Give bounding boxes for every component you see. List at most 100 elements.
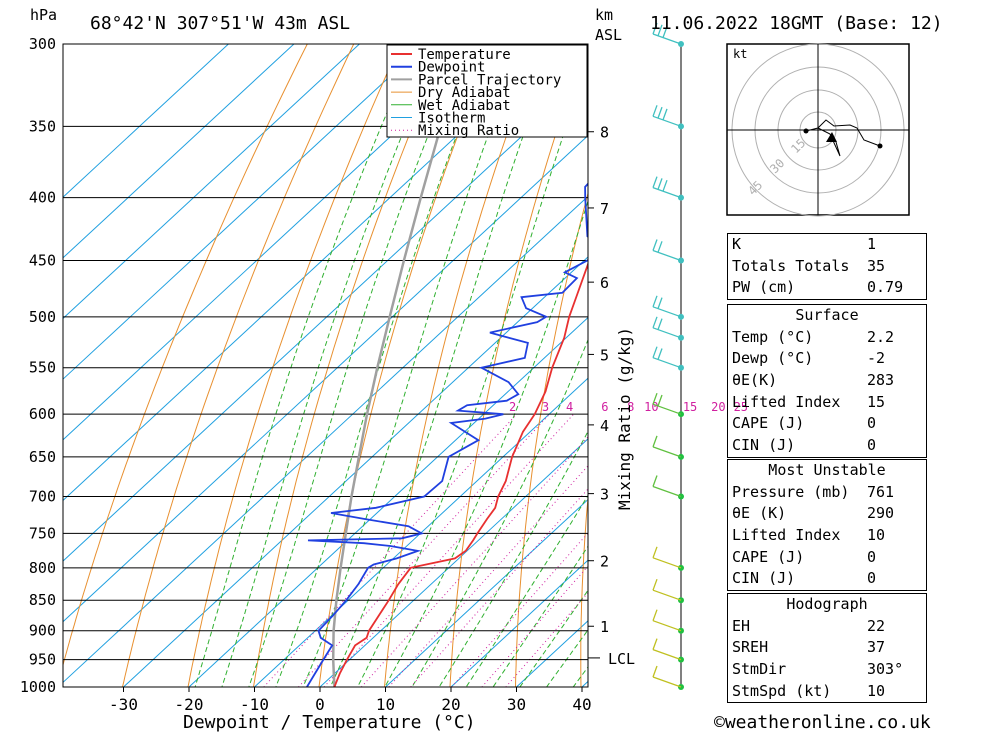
table-row: Lifted Index 10: [728, 525, 926, 547]
wind-barb-staff: [652, 446, 682, 458]
table-row: θE (K) 290: [728, 503, 926, 525]
pressure-tick-label: 950: [29, 651, 56, 669]
row-label: StmDir: [732, 660, 787, 679]
wind-barb-staff: [652, 115, 682, 127]
wind-barb-staff: [652, 485, 682, 498]
row-value: 35: [867, 256, 886, 275]
km-tick-label: 6: [600, 274, 609, 292]
km-tick-label: 5: [600, 346, 609, 364]
mixing-ratio-axis-label: Mixing Ratio (g/kg): [615, 327, 634, 510]
legend-entry: Parcel Trajectory: [418, 72, 561, 88]
km-label: km: [595, 6, 613, 24]
wind-barb-feather: [662, 26, 668, 38]
wind-barb-feather: [652, 546, 658, 559]
table-row: Temp (°C) 2.2: [728, 327, 926, 349]
row-value: 0.79: [867, 278, 904, 297]
table-row: CIN (J) 0: [728, 435, 926, 457]
wind-barb: [652, 638, 682, 661]
mixing-ratio-label: 2: [509, 400, 516, 414]
wind-profile: [652, 22, 684, 690]
pressure-tick-label: 400: [29, 189, 56, 207]
wind-barb-feather: [657, 241, 663, 253]
pressure-tick-label: 800: [29, 559, 56, 577]
isotherm-line: [63, 44, 426, 380]
row-label: Dewp (°C): [732, 349, 814, 368]
wind-barb-feather: [652, 475, 658, 487]
wind-barb-staff: [652, 676, 682, 688]
wind-barb-feather: [652, 638, 658, 650]
table-row: Totals Totals 35: [728, 256, 926, 278]
axis-labels: 2 3 4 6 8 10 15 20 25300350400450500550600650700…: [20, 35, 748, 714]
km-tick-label: 3: [600, 486, 609, 504]
table-row: StmSpd (kt) 10: [728, 681, 926, 703]
pressure-tick-label: 450: [29, 252, 56, 270]
temp-tick-label: 10: [376, 695, 395, 714]
row-value: 0: [867, 436, 877, 455]
temp-tick-label: -30: [109, 695, 138, 714]
parcel-trajectory-line: [331, 44, 466, 687]
mixing-ratio-line: [361, 436, 588, 687]
temp-tick-label: 20: [441, 695, 460, 714]
mixing-ratio-label: 8: [627, 400, 634, 414]
temp-tick-label: 30: [507, 695, 526, 714]
isotherm-line: [63, 134, 588, 623]
mixing-ratio-line: [388, 465, 588, 687]
mixing-ratio-line: [323, 413, 574, 687]
wind-barb: [652, 435, 682, 458]
row-label: StmSpd (kt): [732, 681, 832, 700]
wind-level-dot: [678, 194, 684, 201]
wind-barb-feather: [657, 318, 663, 330]
wet-adiabat-line: [248, 44, 466, 687]
wind-level-dot: [678, 656, 684, 663]
dry-adiabat-line: [63, 44, 308, 667]
dry-adiabat-line: [580, 492, 588, 687]
wind-barb-staff: [652, 306, 682, 318]
wet-adiabat-line: [384, 199, 588, 687]
wind-barb: [652, 22, 682, 45]
dry-adiabat-line: [253, 44, 448, 687]
wind-barb: [652, 578, 682, 601]
wet-adiabat-line: [302, 44, 523, 687]
lcl-label: LCL: [608, 650, 635, 668]
table-row: CAPE (J) 0: [728, 413, 926, 435]
temp-tick-label: 0: [315, 695, 325, 714]
most-unstable-title: Most Unstable: [768, 461, 886, 479]
wind-barb: [652, 316, 682, 339]
row-label: CIN (J): [732, 436, 796, 455]
table-row: θE(K) 283: [728, 370, 926, 392]
pressure-tick-label: 500: [29, 308, 56, 326]
dry-adiabat-line: [644, 26, 730, 687]
mixing-ratio-label: 4: [566, 400, 573, 414]
table-row: Dewp (°C) -2: [728, 348, 926, 370]
legend-entry: Dry Adiabat: [418, 85, 511, 101]
row-value: 22: [867, 616, 886, 635]
isotherm-line: [63, 195, 588, 684]
row-value: -2: [867, 349, 886, 368]
temp-tick-label: -10: [240, 695, 269, 714]
isotherm-line: [63, 44, 361, 320]
row-value: 761: [867, 482, 895, 501]
legend-entry: Wet Adiabat: [418, 98, 511, 114]
wind-barb-feather: [652, 665, 658, 678]
wind-barb: [652, 346, 682, 369]
most-unstable-table: Most Unstable Pressure (mb) 761 θE (K) 290 L…: [727, 459, 927, 592]
wind-barb-feather: [662, 179, 668, 192]
row-label: K: [732, 235, 742, 253]
dry-adiabat-line: [449, 44, 587, 687]
table-row: SREH 37: [728, 637, 926, 659]
row-label: θE(K): [732, 371, 778, 390]
plot-frame: [62, 43, 589, 688]
datetime-title: 11.06.2022 18GMT (Base: 12): [650, 13, 943, 34]
legend-entry: Temperature: [418, 47, 511, 63]
copyright: ©weatheronline.co.uk: [714, 712, 931, 733]
km-tick-label: 7: [600, 200, 609, 218]
wind-barb-staff: [652, 33, 682, 45]
km-tick-label: 8: [600, 124, 609, 142]
wind-barb-staff: [652, 648, 682, 661]
row-value: 1: [867, 235, 877, 253]
hodograph-trace-low: [817, 127, 841, 157]
row-label: Lifted Index: [732, 392, 841, 411]
wind-barb: [652, 295, 682, 318]
table-row: Pressure (mb) 761: [728, 482, 926, 504]
